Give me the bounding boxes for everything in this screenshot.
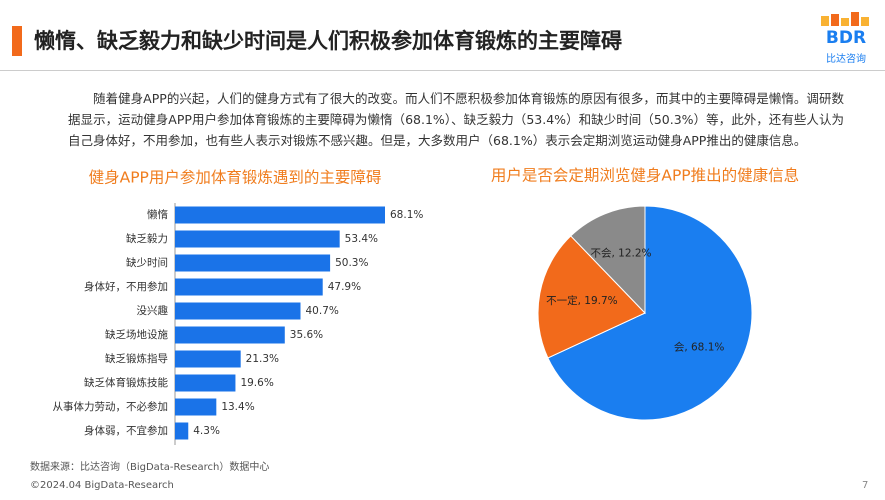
value-label: 40.7% — [306, 305, 339, 317]
pie-slice — [547, 205, 753, 421]
bar — [175, 326, 285, 344]
bar — [175, 302, 301, 320]
copyright: ©2024.04 BigData-Research — [30, 480, 174, 491]
bar — [175, 398, 217, 416]
bar — [175, 374, 236, 392]
slide-title: 懒惰、缺乏毅力和缺少时间是人们积极参加体育锻炼的主要障碍 — [34, 29, 622, 53]
value-label: 21.3% — [246, 353, 279, 365]
category-label: 身体弱，不宜参加 — [84, 424, 168, 437]
category-label: 缺少时间 — [126, 256, 168, 269]
value-label: 50.3% — [335, 257, 368, 269]
bar — [175, 350, 241, 368]
category-label: 没兴趣 — [137, 304, 169, 317]
value-label: 19.6% — [240, 377, 273, 389]
chart-title: 用户是否会定期浏览健身APP推出的健康信息 — [491, 167, 799, 185]
title-accent — [12, 26, 22, 56]
bar — [175, 254, 331, 272]
source-note: 数据来源：比达咨询（BigData-Research）数据中心 — [30, 462, 270, 473]
value-label: 35.6% — [290, 329, 323, 341]
category-label: 懒惰 — [147, 208, 168, 221]
logo-text: BDR — [825, 28, 867, 48]
pie-slice — [570, 205, 646, 315]
divider — [0, 70, 885, 71]
category-label: 缺乏场地设施 — [105, 328, 168, 341]
chart-title: 健身APP用户参加体育锻炼遇到的主要障碍 — [89, 169, 382, 187]
value-label: 53.4% — [345, 233, 378, 245]
category-label: 缺乏锻炼指导 — [105, 352, 168, 365]
page-number: 7 — [862, 480, 869, 491]
bar — [175, 230, 340, 248]
bar — [175, 206, 385, 224]
category-label: 缺乏毅力 — [126, 232, 168, 245]
summary-text: 随着健身APP的兴起，人们的健身方式有了很大的改变。而人们不愿积极参加体育锻炼的… — [68, 91, 844, 148]
value-label: 47.9% — [328, 281, 361, 293]
bar — [175, 278, 323, 296]
slice-label: 不会, 12.2% — [590, 246, 651, 259]
value-label: 68.1% — [390, 209, 423, 221]
logo-graphic — [821, 12, 869, 26]
category-label: 缺乏体育锻炼技能 — [84, 376, 168, 389]
slice-label: 不一定, 19.7% — [546, 294, 618, 307]
logo: BDR 比达咨询 — [815, 12, 877, 65]
bar — [175, 422, 189, 440]
category-label: 身体好，不用参加 — [84, 280, 168, 293]
pie-slice — [537, 235, 646, 359]
value-label: 13.4% — [221, 401, 254, 413]
category-label: 从事体力劳动，不必参加 — [53, 400, 169, 413]
logo-subtext: 比达咨询 — [826, 54, 866, 65]
value-label: 4.3% — [193, 425, 220, 437]
slice-label: 会, 68.1% — [674, 341, 725, 354]
